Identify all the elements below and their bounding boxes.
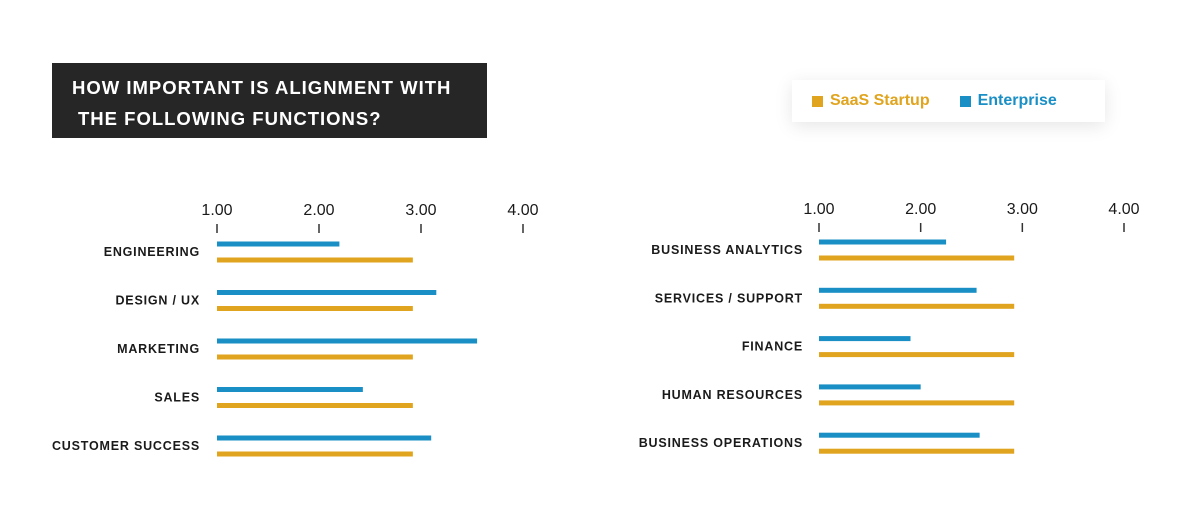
bar-saas-startup [819, 400, 1015, 406]
bar-saas-startup [217, 403, 413, 408]
category-label: MARKETING [117, 342, 200, 356]
legend-label-saas: SaaS Startup [830, 92, 930, 109]
legend-swatch-enterprise [959, 95, 971, 107]
bar-saas-startup [819, 303, 1015, 309]
bar-enterprise [819, 239, 947, 245]
category-label: BUSINESS ANALYTICS [651, 243, 803, 257]
bar-enterprise [217, 241, 340, 247]
legend: SaaS Startup Enterprise [792, 80, 1105, 122]
chart-title: HOW IMPORTANT IS ALIGNMENT WITH THE FOLL… [52, 63, 487, 138]
tick-label: 2.00 [303, 202, 334, 219]
bar-enterprise [819, 384, 921, 390]
bar-saas-startup [819, 448, 1015, 454]
title-line-2: THE FOLLOWING FUNCTIONS? [78, 108, 382, 129]
category-label: BUSINESS OPERATIONS [639, 436, 803, 450]
tick-label: 4.00 [1108, 201, 1139, 218]
category-label: HUMAN RESOURCES [662, 388, 803, 402]
bar-saas-startup [217, 451, 413, 457]
bar-enterprise [819, 336, 911, 342]
legend-item-enterprise: Enterprise [959, 92, 1057, 110]
category-label: SALES [154, 391, 200, 405]
legend-swatch-saas [812, 95, 823, 107]
legend-item-saas: SaaS Startup [812, 92, 930, 110]
category-label: CUSTOMER SUCCESS [52, 439, 200, 453]
chart-2: 1.00 2.00 3.00 4.00 BUSINESS ANALYTICS SERVIC… [639, 201, 1140, 454]
bar-saas-startup [217, 306, 413, 311]
bar-enterprise [217, 290, 437, 295]
bar-enterprise [217, 435, 432, 441]
bar-enterprise [819, 287, 977, 293]
bar-enterprise [217, 338, 478, 344]
tick-label: 2.00 [905, 201, 936, 218]
tick-label: 4.00 [507, 202, 538, 219]
bar-enterprise [819, 432, 980, 438]
category-label: ENGINEERING [104, 245, 200, 259]
legend-label-enterprise: Enterprise [977, 92, 1057, 109]
category-label: DESIGN / UX [115, 294, 200, 308]
chart-1: 1.00 2.00 3.00 4.00 ENGINEERING DESIGN / UX MA… [52, 202, 539, 457]
bar-saas-startup [819, 352, 1015, 358]
tick-label: 1.00 [201, 202, 232, 219]
tick-label: 3.00 [1007, 201, 1038, 218]
tick-label: 3.00 [405, 202, 436, 219]
category-label: SERVICES / SUPPORT [655, 291, 803, 305]
category-label: FINANCE [742, 340, 803, 354]
bar-saas-startup [217, 257, 413, 263]
bar-saas-startup [819, 255, 1015, 261]
title-line-1: HOW IMPORTANT IS ALIGNMENT WITH [72, 77, 452, 98]
bar-enterprise [217, 387, 363, 392]
bar-saas-startup [217, 354, 413, 360]
tick-label: 1.00 [803, 201, 834, 218]
